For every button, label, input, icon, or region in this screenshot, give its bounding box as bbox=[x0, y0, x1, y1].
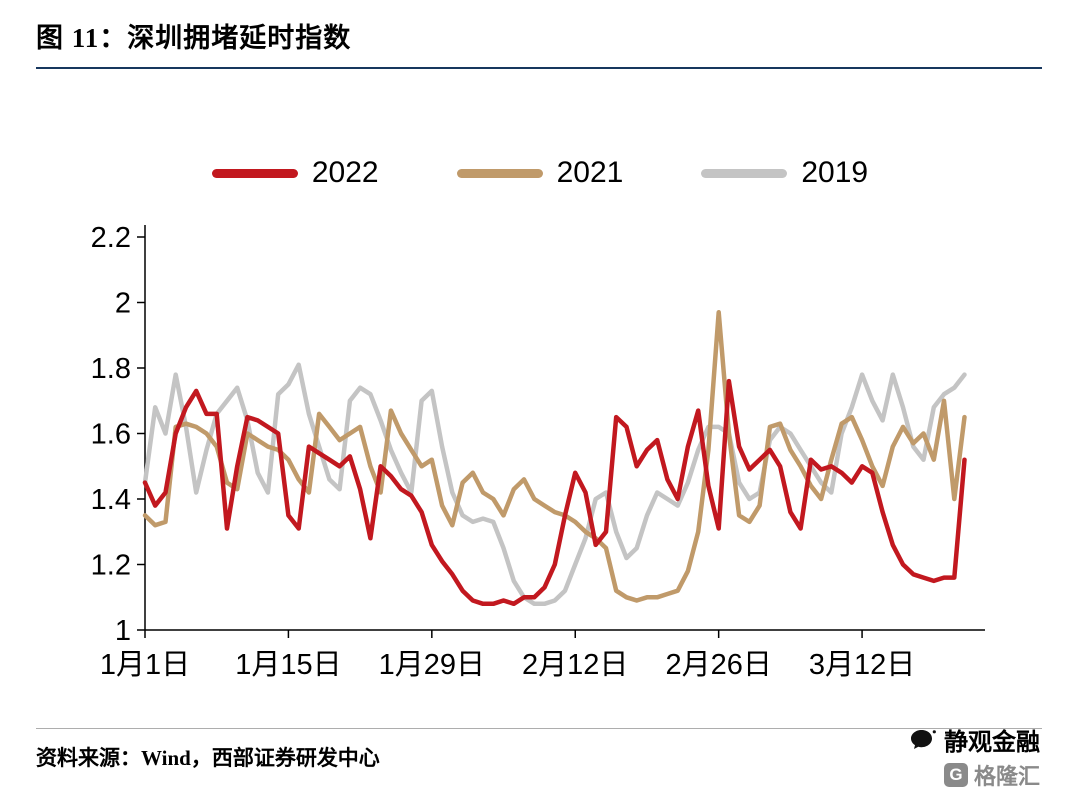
x-tick-label: 2月26日 bbox=[665, 649, 771, 681]
line-chart: 1 1.2 1.4 1.6 1.8 2 2.2 1月1日 1月15日 1月29日 2月12日 2月26… bbox=[91, 222, 985, 681]
legend-swatch-2021-icon bbox=[456, 168, 543, 178]
watermark-text: 静观金融 bbox=[944, 730, 1040, 756]
y-tick-label: 2 bbox=[115, 288, 131, 320]
gelonghui-logo-icon: G bbox=[943, 763, 968, 787]
legend-item-2021: 2021 bbox=[456, 156, 624, 190]
figure-title: 图 11：深圳拥堵延时指数 bbox=[36, 23, 352, 53]
x-tick-label: 1月29日 bbox=[379, 649, 485, 681]
x-tick-label: 1月15日 bbox=[235, 649, 341, 681]
figure-header: 图 11：深圳拥堵延时指数 bbox=[36, 16, 1042, 69]
series-line-2019 bbox=[142, 362, 967, 607]
watermark-jingguanjinrong: 静观金融 bbox=[909, 722, 1040, 757]
footer-divider bbox=[36, 728, 1042, 729]
legend-item-2019: 2019 bbox=[701, 156, 868, 190]
legend-item-2022: 2022 bbox=[211, 156, 379, 190]
gelonghui-logo-text: 格隆汇 bbox=[973, 764, 1040, 789]
y-tick-label: 2.2 bbox=[91, 222, 131, 254]
series-line-2022 bbox=[142, 378, 967, 607]
legend-swatch-2019-icon bbox=[701, 168, 788, 178]
watermark-gelonghui: G 格隆汇 bbox=[943, 759, 1040, 791]
legend-label-2021: 2021 bbox=[556, 156, 624, 189]
y-tick-label: 1.2 bbox=[91, 550, 131, 582]
y-tick-label: 1 bbox=[115, 615, 131, 647]
legend-swatch-2022-icon bbox=[211, 168, 298, 178]
legend-label-2019: 2019 bbox=[801, 156, 869, 189]
legend-label-2022: 2022 bbox=[311, 156, 379, 189]
watermarks: 静观金融 G 格隆汇 bbox=[909, 722, 1040, 791]
chat-bubble-icon bbox=[911, 729, 936, 749]
y-tick-label: 1.8 bbox=[91, 353, 131, 385]
y-tick-label: 1.4 bbox=[91, 484, 131, 516]
x-tick-label: 1月1日 bbox=[100, 649, 190, 681]
chart-legend: 2022 2021 2019 bbox=[0, 156, 1080, 190]
x-tick-label: 2月12日 bbox=[522, 649, 628, 681]
x-tick-label: 3月12日 bbox=[809, 649, 915, 681]
y-tick-label: 1.6 bbox=[91, 419, 131, 451]
source-note: 资料来源：Wind，西部证券研发中心 bbox=[36, 746, 380, 770]
